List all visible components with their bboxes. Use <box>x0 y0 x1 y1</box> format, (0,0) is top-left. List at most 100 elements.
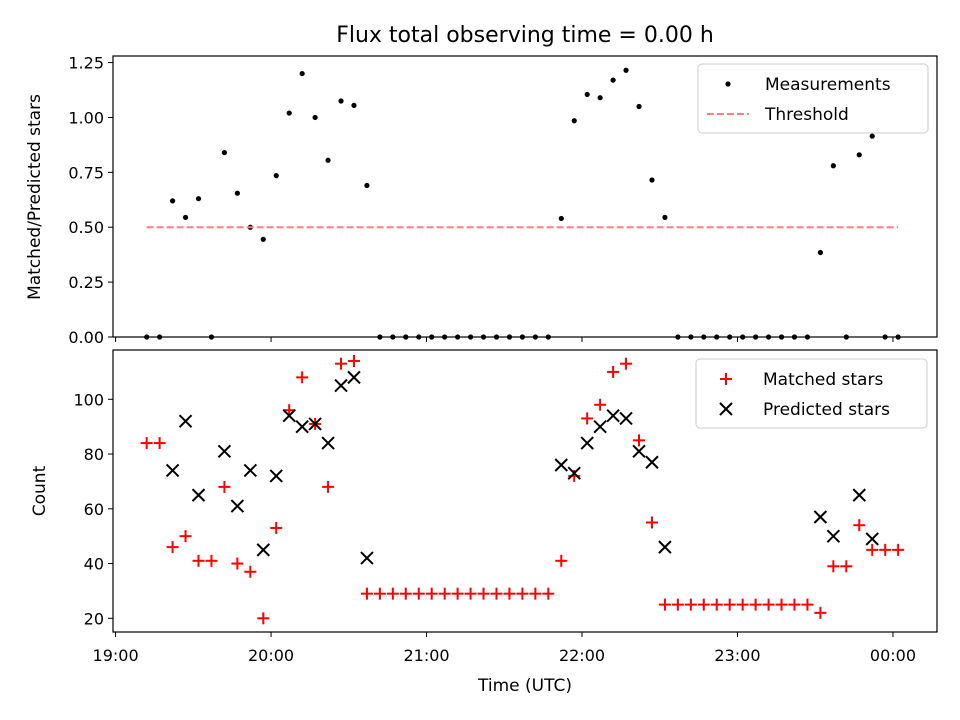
measurement-point <box>597 95 603 101</box>
predicted-star-point <box>334 378 348 393</box>
legend-predicted-label: Predicted stars <box>763 400 890 420</box>
matched-star-point <box>192 554 205 567</box>
predicted-star-point <box>321 436 335 450</box>
matched-star-point <box>322 480 335 493</box>
top-y-axis-label: Matched/Predicted stars <box>25 94 45 300</box>
matched-star-point <box>620 357 633 370</box>
y-tick-label: 40 <box>84 555 104 574</box>
measurement-point <box>299 70 305 77</box>
matched-star-point <box>555 554 568 567</box>
predicted-star-point <box>282 409 296 423</box>
bottom-plot-area <box>140 354 905 625</box>
matched-star-point <box>749 598 762 611</box>
predicted-star-point <box>619 411 633 426</box>
matched-star-point <box>633 434 646 447</box>
matched-star-point <box>373 587 386 600</box>
measurement-point <box>260 236 266 242</box>
predicted-star-point <box>217 444 232 459</box>
matched-star-point <box>840 560 853 573</box>
bottom-axes-frame <box>112 349 938 633</box>
matched-star-point <box>892 543 905 556</box>
measurement-point <box>286 110 292 116</box>
legend-matched-label: Matched stars <box>763 370 883 390</box>
matched-star-point <box>645 516 658 529</box>
matched-star-point <box>218 480 231 493</box>
x-tick-label: 00:00 <box>870 646 916 665</box>
measurement-point <box>221 149 228 156</box>
matched-star-point <box>503 587 516 600</box>
matched-star-point <box>257 612 270 625</box>
predicted-star-point <box>269 469 283 483</box>
measurement-point <box>325 157 331 163</box>
y-tick-label: 1.00 <box>68 108 104 127</box>
y-tick-label: 20 <box>84 609 104 628</box>
matched-star-point <box>697 598 710 611</box>
predicted-star-point <box>580 436 594 450</box>
matched-star-point <box>283 404 296 417</box>
matched-star-point <box>671 598 684 611</box>
measurement-point <box>584 91 590 98</box>
matched-star-point <box>775 598 788 611</box>
predicted-star-point <box>852 488 866 502</box>
y-tick-label: 0.25 <box>68 273 104 292</box>
measurement-point <box>571 118 577 124</box>
matched-star-point <box>360 587 373 600</box>
measurement-point <box>364 182 370 189</box>
x-tick-label: 20:00 <box>248 646 294 665</box>
y-tick-label: 1.25 <box>68 54 104 73</box>
measurement-point <box>636 103 642 110</box>
matched-star-point <box>684 598 697 611</box>
matched-star-point <box>490 587 503 600</box>
predicted-star-point <box>178 414 193 428</box>
matched-star-point <box>386 587 399 600</box>
measurement-point <box>610 77 616 83</box>
y-tick-label: 60 <box>84 500 104 519</box>
matched-star-point <box>853 519 866 532</box>
measurement-point <box>273 173 279 179</box>
matched-star-point <box>658 598 671 611</box>
bottom-y-axis-label: Count <box>30 465 50 516</box>
predicted-star-point <box>645 455 659 469</box>
predicted-star-point <box>360 551 374 565</box>
matched-star-point <box>788 598 801 611</box>
matched-star-point <box>438 587 451 600</box>
predicted-star-point <box>347 370 361 385</box>
predicted-star-point <box>826 529 841 543</box>
matched-star-point <box>179 530 192 543</box>
predicted-star-point <box>658 540 672 554</box>
x-axis-label: Time (UTC) <box>477 676 572 696</box>
matched-star-point <box>425 587 438 600</box>
measurement-point <box>856 152 862 158</box>
matched-star-point <box>270 521 283 534</box>
matched-star-point <box>399 587 412 600</box>
predicted-star-point <box>308 417 322 431</box>
matched-star-point <box>801 598 814 611</box>
predicted-star-point <box>191 488 206 502</box>
top-panel: 0.00 0.25 0.50 0.75 1.00 1.25 Matched/Predict… <box>25 54 938 347</box>
measurement-point <box>182 214 189 220</box>
measurement-point <box>623 67 629 73</box>
matched-star-point <box>412 587 425 600</box>
predicted-star-point <box>165 463 180 478</box>
measurement-point <box>351 102 357 108</box>
top-legend-box <box>697 63 929 134</box>
top-legend: Measurements Threshold <box>697 63 929 134</box>
predicted-star-point <box>243 463 258 478</box>
measurement-point <box>312 114 318 121</box>
legend-matched-marker <box>720 373 732 385</box>
measurement-point <box>338 98 344 104</box>
predicted-star-point <box>554 458 568 472</box>
predicted-star-point <box>865 532 879 546</box>
matched-star-point <box>464 587 477 600</box>
predicted-star-point <box>813 510 828 524</box>
legend-measurements-label: Measurements <box>765 75 891 95</box>
x-tick-label: 22:00 <box>559 646 605 665</box>
matched-star-point <box>827 560 840 573</box>
measurement-point <box>662 214 668 220</box>
matched-star-point <box>736 598 749 611</box>
legend-threshold-label: Threshold <box>764 105 849 125</box>
measurement-point <box>869 133 875 139</box>
measurement-point <box>195 196 202 202</box>
matched-star-point <box>451 587 464 600</box>
